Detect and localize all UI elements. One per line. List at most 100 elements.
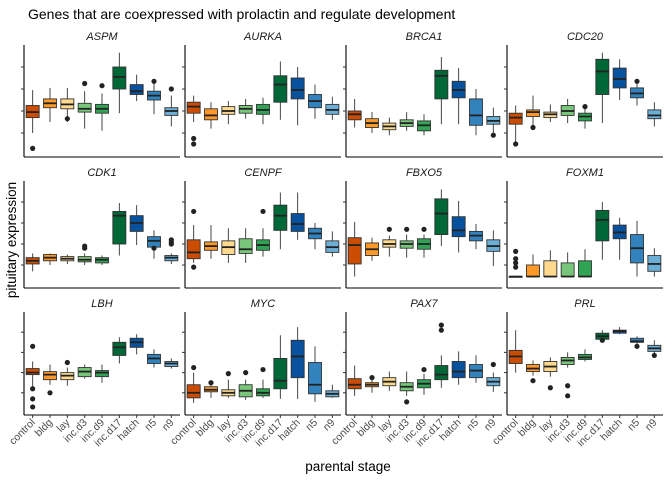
box-iqr <box>273 358 288 390</box>
facet-panel-cdk1: CDK1 <box>21 167 180 289</box>
facet-panel-fbxo5: FBXO5 <box>343 167 502 289</box>
box-n9 <box>164 86 179 127</box>
facet-panel-aurka: AURKA <box>182 31 341 158</box>
box-iqr <box>290 213 305 232</box>
box-inc-d17 <box>434 322 449 388</box>
box-hatch <box>290 192 305 240</box>
box-inc-d3 <box>399 112 414 131</box>
box-bldg <box>526 95 540 131</box>
facet-panel-foxm1: FOXM1 <box>504 167 663 289</box>
outlier-point <box>404 399 410 405</box>
box-n9 <box>325 384 340 398</box>
outlier-point <box>225 371 231 377</box>
box-iqr <box>147 236 161 248</box>
outlier-point <box>513 248 519 254</box>
outlier-point <box>260 366 266 373</box>
box-bldg <box>365 112 379 133</box>
box-n5 <box>147 349 161 368</box>
box-inc-d17 <box>112 337 127 364</box>
box-control <box>25 90 40 151</box>
box-hatch <box>612 217 627 260</box>
outlier-point <box>191 135 197 142</box>
outlier-point <box>369 375 375 381</box>
box-inc-d3 <box>238 370 253 400</box>
box-n9 <box>486 361 501 392</box>
box-inc-d3 <box>238 98 253 119</box>
box-iqr <box>347 237 362 265</box>
box-iqr <box>526 109 540 117</box>
strip-label: FBXO5 <box>406 167 443 179</box>
box-inc-d9 <box>417 366 431 395</box>
box-lay <box>221 371 236 398</box>
outlier-point <box>582 104 588 110</box>
box-iqr <box>77 102 92 113</box>
box-iqr <box>25 368 40 376</box>
box-lay <box>60 254 75 264</box>
box-iqr <box>112 341 127 356</box>
box-lay <box>60 87 75 122</box>
box-n9 <box>486 107 501 138</box>
box-n9 <box>647 248 662 277</box>
box-inc-d3 <box>77 243 92 265</box>
outlier-point <box>82 80 88 87</box>
box-hatch <box>451 68 466 125</box>
box-iqr <box>434 198 449 236</box>
outlier-point <box>30 145 36 151</box>
x-tick-label: bldg <box>33 417 56 440</box>
x-tick-label: n5 <box>303 417 320 434</box>
box-lay <box>543 357 558 391</box>
outlier-point <box>421 226 427 232</box>
box-n9 <box>164 358 179 369</box>
box-bldg <box>204 225 218 259</box>
box-inc-d3 <box>399 226 414 258</box>
box-n5 <box>630 78 644 106</box>
box-n9 <box>486 230 501 267</box>
box-n5 <box>147 230 161 259</box>
box-n9 <box>325 231 340 257</box>
box-iqr <box>43 371 57 381</box>
box-iqr <box>612 67 627 89</box>
box-control <box>25 253 40 272</box>
outlier-point <box>151 78 157 84</box>
box-lay <box>543 250 558 278</box>
box-inc-d3 <box>77 364 92 379</box>
box-lay <box>382 226 397 257</box>
strip-label: CENPF <box>244 167 283 179</box>
box-iqr <box>186 384 201 399</box>
box-bldg <box>43 253 57 265</box>
box-inc-d17 <box>595 52 610 124</box>
box-inc-d9 <box>578 249 592 278</box>
outlier-point <box>151 245 157 251</box>
outlier-point <box>208 380 214 386</box>
box-iqr <box>347 110 362 121</box>
facet-panel-brca1: BRCA1 <box>343 31 502 158</box>
outlier-point <box>651 352 657 359</box>
outlier-point <box>47 390 53 396</box>
box-bldg <box>526 254 540 278</box>
facet-panel-cenpf: CENPF <box>182 167 341 289</box>
strip-label: BRCA1 <box>406 31 443 43</box>
box-bldg <box>365 375 379 393</box>
box-iqr <box>112 66 127 90</box>
box-inc-d17 <box>273 335 288 399</box>
box-inc-d9 <box>95 364 109 383</box>
box-iqr <box>273 75 288 103</box>
outlier-point <box>513 256 519 262</box>
box-hatch <box>129 205 144 246</box>
box-control <box>508 248 523 278</box>
outlier-point <box>168 86 174 92</box>
strip-label: FOXM1 <box>566 167 604 179</box>
strip-label: LBH <box>91 298 112 310</box>
box-control <box>347 221 362 277</box>
box-n5 <box>469 355 483 383</box>
outlier-point <box>260 208 266 215</box>
outlier-point <box>634 343 640 349</box>
strip-label: MYC <box>251 298 276 310</box>
outlier-point <box>99 83 105 89</box>
box-iqr <box>508 112 523 125</box>
box-bldg <box>204 102 218 129</box>
box-inc-d9 <box>256 208 270 257</box>
